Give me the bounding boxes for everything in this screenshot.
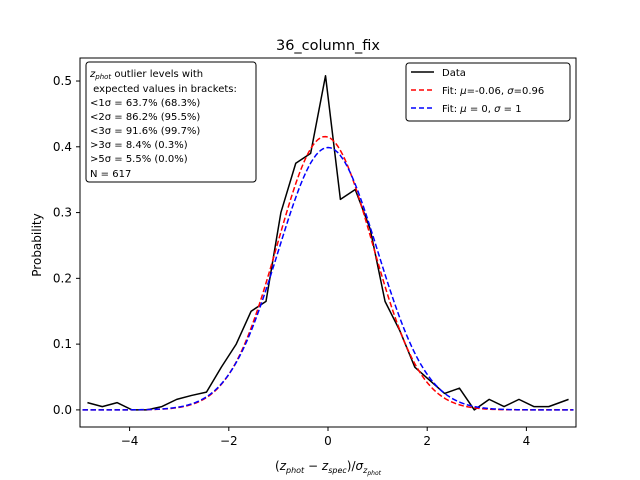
x-tick-label-0: −4 (121, 434, 139, 448)
y-axis-label: Probability (30, 213, 44, 276)
legend-label-fit-blue: Fit: μ = 0, σ = 1 (442, 104, 522, 115)
annotation-line-5: >3σ = 8.4% (0.3%) (90, 140, 188, 151)
series-layer (82, 75, 574, 411)
y-tick-label-3: 0.3 (53, 206, 72, 220)
annotation-line-6: >5σ = 5.5% (0.0%) (90, 154, 188, 165)
y-tick-label-4: 0.4 (53, 140, 72, 154)
y-tick-label-0: 0.0 (53, 403, 72, 417)
annotation-line-3: <2σ = 86.2% (95.5%) (90, 112, 200, 123)
y-tick-label-2: 0.2 (53, 271, 72, 285)
chart-title: 36_column_fix (276, 38, 380, 54)
legend-label-fit-red: Fit: μ=-0.06, σ=0.96 (442, 86, 544, 97)
legend: Data Fit: μ=-0.06, σ=0.96 Fit: μ = 0, σ … (405, 62, 571, 122)
x-tick-label-3: 2 (423, 434, 431, 448)
y-tick-label-1: 0.1 (53, 337, 72, 351)
annotation-line-7: N = 617 (90, 169, 131, 180)
x-axis-label: (zphot − zspec)/σzphot (275, 459, 382, 477)
annotation-line-1: expected values in brackets: (90, 84, 237, 95)
legend-box (405, 62, 571, 122)
annotation-box (85, 61, 257, 183)
axes-layer: −4 −2 0 2 4 0.0 0.1 0.2 0.3 0.4 0.5 (53, 57, 577, 448)
y-tick-label-5: 0.5 (53, 74, 72, 88)
series-line-0 (87, 75, 569, 411)
x-tick-label-1: −2 (220, 434, 238, 448)
x-tick-label-2: 0 (324, 434, 332, 448)
x-tick-label-4: 4 (523, 434, 531, 448)
annotation-line-4: <3σ = 91.6% (99.7%) (90, 126, 200, 137)
annotation-line-2: <1σ = 63.7% (68.3%) (90, 98, 200, 109)
annotation-line-0: zphot outlier levels with (89, 69, 203, 81)
series-line-2 (82, 146, 574, 411)
legend-label-data: Data (442, 68, 466, 79)
outlier-annotation: zphot outlier levels with expected value… (85, 61, 257, 183)
